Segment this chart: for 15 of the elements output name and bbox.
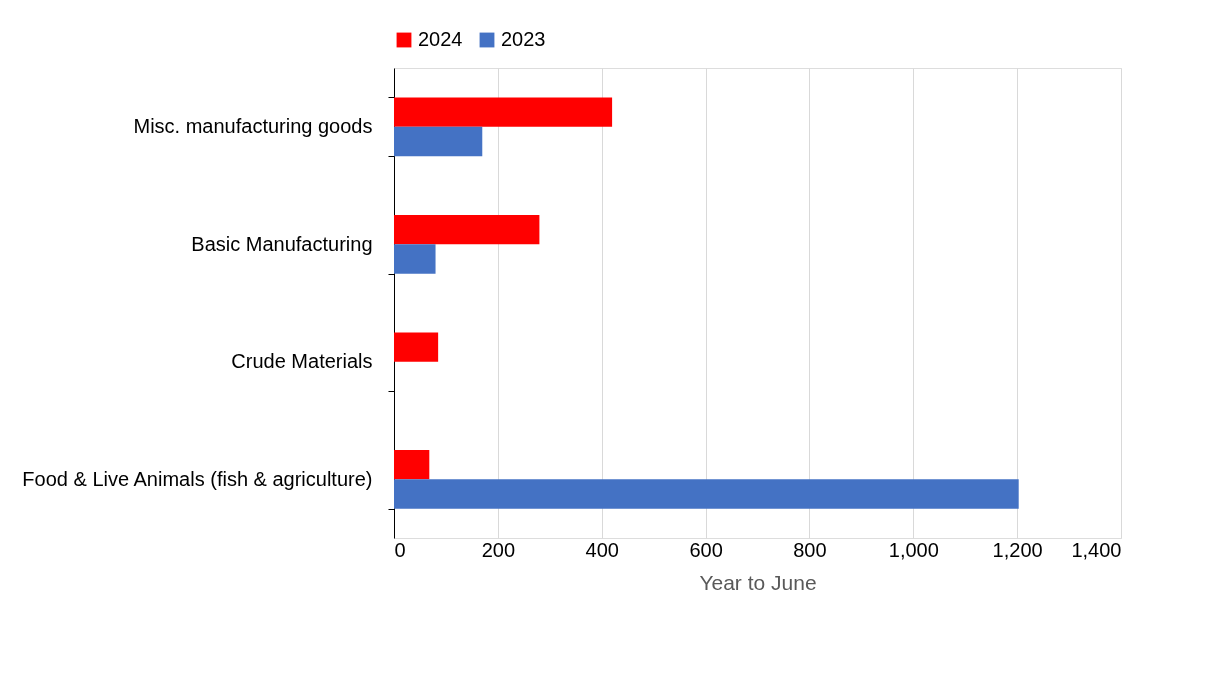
x-tick-label: 600 bbox=[689, 538, 723, 561]
x-tick-label: 0 bbox=[394, 538, 406, 561]
x-tick-label: 1,000 bbox=[888, 538, 939, 561]
y-tick-label: Misc. manufacturing goods bbox=[133, 115, 373, 138]
x-tick-label: 800 bbox=[793, 538, 827, 561]
x-tick-label: 400 bbox=[585, 538, 619, 561]
x-tick-label: 1,200 bbox=[992, 538, 1043, 561]
y-tick-label: Crude Materials bbox=[231, 350, 373, 373]
legend-label: 2023 bbox=[501, 28, 546, 50]
legend-label: 2024 bbox=[418, 28, 463, 50]
x-axis-title: Year to June bbox=[699, 570, 817, 594]
y-tick-label: Food & Live Animals (fish & agriculture) bbox=[22, 467, 373, 490]
y-tick-label: Basic Manufacturing bbox=[191, 232, 373, 255]
x-tick-label: 1,400 bbox=[1071, 538, 1122, 561]
x-tick-label: 200 bbox=[481, 538, 516, 561]
